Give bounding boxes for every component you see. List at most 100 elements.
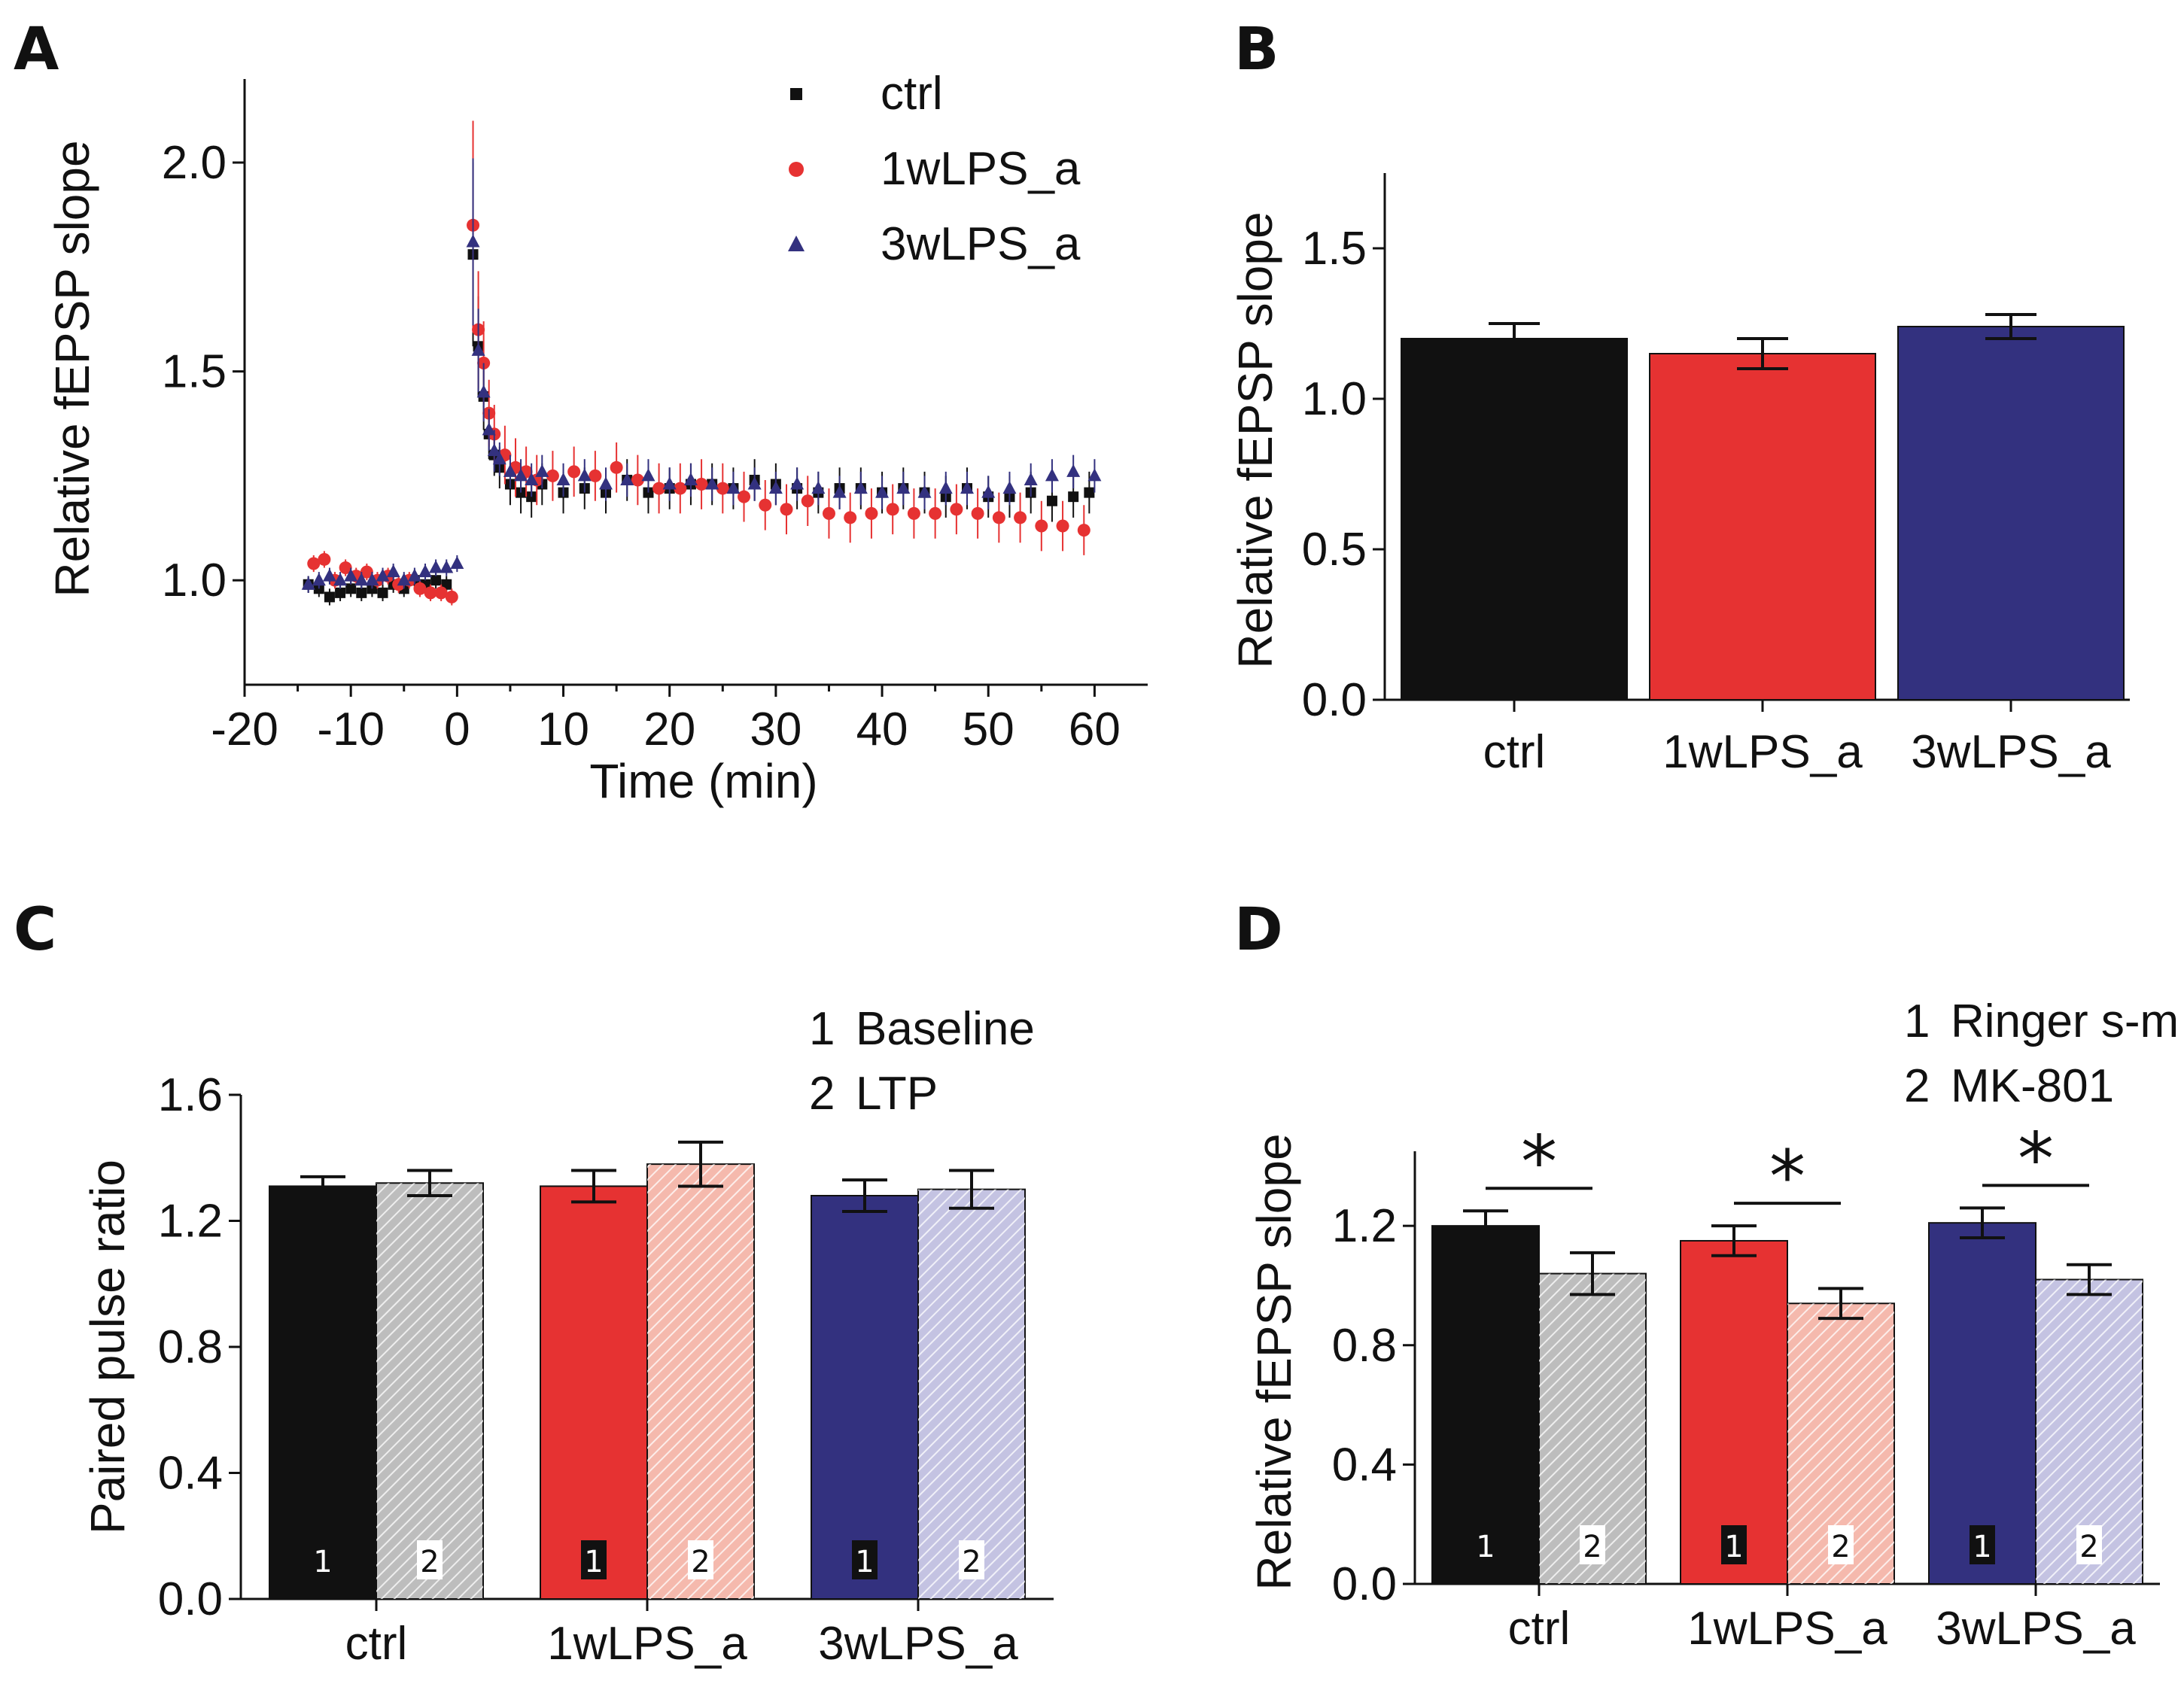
y-axis-title: Paired pulse ratio bbox=[81, 1160, 135, 1534]
bar-mark-box bbox=[1473, 1525, 1498, 1564]
data-point bbox=[503, 464, 517, 477]
bar-mark-box bbox=[417, 1540, 443, 1579]
data-point bbox=[445, 590, 458, 603]
y-tick-label: 0.0 bbox=[1302, 674, 1367, 726]
bar-hatch bbox=[918, 1189, 1025, 1599]
x-tick-label: 60 bbox=[1069, 704, 1121, 755]
data-point bbox=[1077, 524, 1090, 537]
y-tick-label: 0.0 bbox=[1332, 1558, 1397, 1610]
data-point bbox=[430, 575, 442, 586]
bar-mark-box bbox=[1580, 1525, 1605, 1564]
x-tick-label: 50 bbox=[963, 704, 1014, 755]
data-point bbox=[716, 482, 729, 495]
data-point bbox=[1045, 468, 1059, 482]
x-axis-title: Time (min) bbox=[589, 754, 817, 808]
bar-ctrl-Ringer s-m bbox=[1431, 1225, 1540, 1585]
data-point bbox=[662, 476, 677, 490]
bar-mark-box bbox=[959, 1540, 984, 1579]
data-point bbox=[759, 498, 772, 512]
data-point bbox=[397, 573, 411, 586]
data-point bbox=[514, 468, 528, 482]
data-point bbox=[318, 552, 331, 566]
data-point bbox=[492, 451, 506, 465]
y-tick-label: 0.4 bbox=[1332, 1439, 1397, 1491]
x-tick-label: -10 bbox=[317, 704, 385, 755]
significance-star: * bbox=[2018, 1117, 2054, 1201]
panel-label-c: C bbox=[14, 896, 56, 964]
data-point bbox=[356, 587, 367, 598]
legend-label: MK-801 bbox=[1951, 1060, 2114, 1112]
bar-mark-label: 2 bbox=[962, 1545, 981, 1579]
data-point bbox=[312, 573, 326, 586]
data-point bbox=[1056, 519, 1069, 533]
bar-mark-box bbox=[852, 1540, 878, 1579]
data-point bbox=[1087, 468, 1102, 482]
x-tick-label: ctrl bbox=[1483, 726, 1546, 778]
data-point bbox=[429, 560, 443, 573]
significance-star: * bbox=[1769, 1135, 1805, 1219]
data-point bbox=[950, 503, 963, 516]
legend-label: Ringer s-m bbox=[1951, 995, 2179, 1047]
data-point bbox=[1035, 519, 1048, 533]
data-point bbox=[938, 481, 953, 494]
data-point bbox=[365, 573, 379, 586]
data-point bbox=[811, 481, 826, 494]
data-point bbox=[907, 506, 920, 520]
data-point bbox=[386, 564, 400, 578]
data-point bbox=[992, 511, 1005, 524]
data-point bbox=[875, 485, 890, 498]
bar-mark-box bbox=[2076, 1525, 2102, 1564]
series-3wLPS_a bbox=[301, 158, 1102, 593]
data-point bbox=[567, 465, 581, 479]
data-point bbox=[354, 573, 369, 586]
y-tick-label: 0.8 bbox=[158, 1321, 223, 1373]
y-axis-title: Relative fEPSP slope bbox=[45, 140, 99, 597]
legend-marker bbox=[788, 236, 805, 251]
data-point bbox=[599, 476, 613, 490]
bar-ctrl bbox=[1401, 338, 1628, 701]
data-point bbox=[620, 472, 634, 485]
y-tick-label: 1.0 bbox=[162, 555, 227, 606]
bar-1wLPS_a-Baseline bbox=[540, 1185, 648, 1600]
data-point bbox=[450, 556, 464, 569]
legend: 1 Ringer s-m 2 MK-801 bbox=[1904, 995, 2179, 1112]
bar-mark-box bbox=[1970, 1525, 1995, 1564]
legend-mark: 2 bbox=[809, 1068, 835, 1120]
x-tick-label: 1wLPS_a bbox=[1662, 726, 1863, 778]
data-point bbox=[652, 482, 666, 495]
y-tick-label: 1.5 bbox=[1302, 223, 1367, 275]
data-point bbox=[695, 478, 708, 491]
data-point bbox=[339, 561, 352, 575]
significance-star: * bbox=[1521, 1120, 1557, 1204]
data-point bbox=[525, 472, 539, 485]
bar-mark-label: 2 bbox=[1583, 1530, 1601, 1564]
data-point bbox=[322, 568, 336, 582]
bar-mark-label: 1 bbox=[1973, 1530, 1991, 1564]
x-tick-label: 10 bbox=[537, 704, 589, 755]
data-point bbox=[738, 490, 751, 503]
bar-mark-box bbox=[581, 1540, 607, 1579]
data-point bbox=[476, 385, 491, 398]
legend: 1 Baseline 2 LTP bbox=[809, 1003, 1035, 1120]
x-tick-label: 3wLPS_a bbox=[1911, 726, 2111, 778]
legend-mark: 1 bbox=[809, 1003, 835, 1055]
panel-label-a: A bbox=[14, 16, 59, 84]
legend-mark: 1 bbox=[1904, 995, 1930, 1047]
panel-a-time-course: -20 -10 0 10 20 30 40 50 60 Time (min) 1.0 1.5 2.0 Re… bbox=[45, 68, 1148, 808]
data-point bbox=[768, 481, 783, 494]
bar-mark-label: 2 bbox=[420, 1545, 439, 1579]
y-tick-label: 1.0 bbox=[1302, 373, 1367, 425]
bar-mark-label: 2 bbox=[691, 1545, 710, 1579]
bar-hatch bbox=[647, 1164, 754, 1599]
bar-mark-label: 1 bbox=[313, 1545, 332, 1579]
data-point bbox=[471, 342, 485, 356]
legend-label: LTP bbox=[856, 1068, 938, 1120]
data-point bbox=[487, 443, 501, 457]
data-point bbox=[865, 506, 878, 520]
x-tick-label: -20 bbox=[211, 704, 278, 755]
data-point bbox=[324, 591, 335, 603]
legend-label: Baseline bbox=[856, 1003, 1035, 1055]
panel-d-mk801: 1 2 ctrl * 1 2 1wLPS_a * 1 2 3wLPS_a * 0.0 0.4 0.8 1.2 R… bbox=[1247, 995, 2179, 1655]
legend: ctrl 1wLPS_a 3wLPS_a bbox=[788, 68, 1081, 270]
